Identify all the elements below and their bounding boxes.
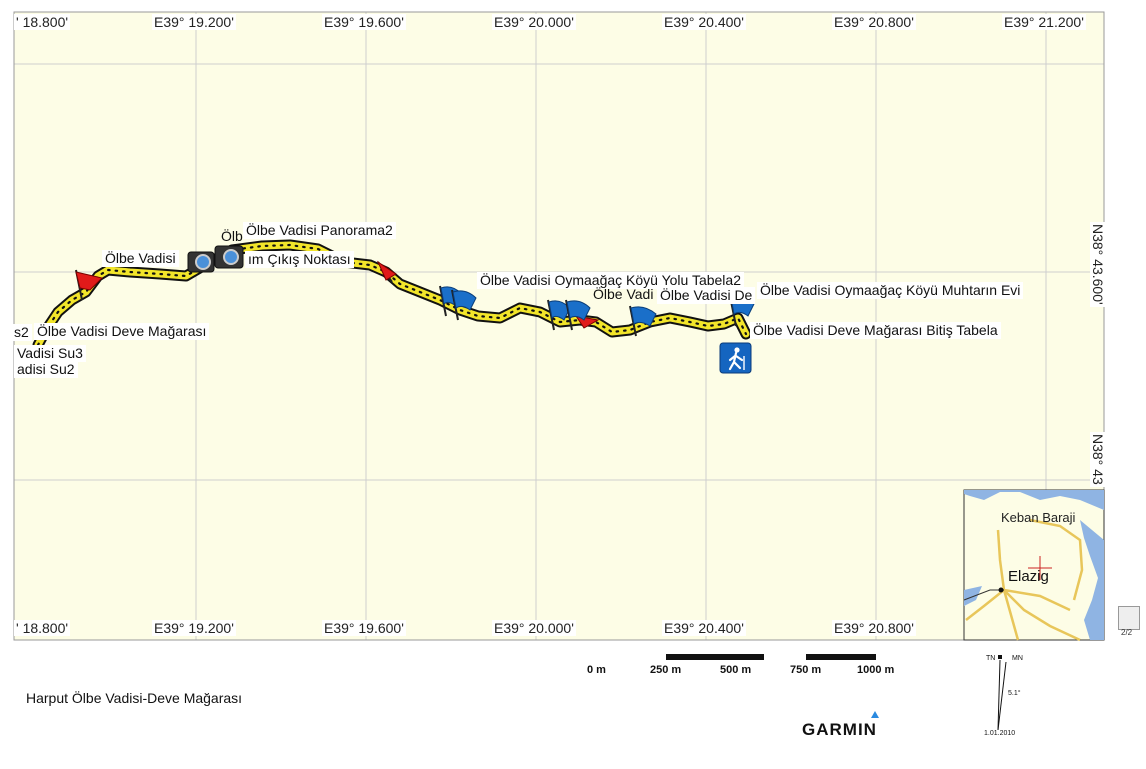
top-axis-label: ' 18.800' [14, 14, 71, 30]
north-arrow-icon [997, 655, 1007, 731]
waypoint-label[interactable]: Ölbe Vadisi De [657, 287, 756, 304]
bottom-axis-label: E39° 19.200' [152, 620, 236, 636]
lake-shape [964, 586, 982, 606]
blue-flag-icon[interactable] [451, 289, 477, 321]
camera-icon[interactable] [214, 245, 244, 269]
overview-inset-map[interactable] [963, 489, 1105, 642]
magnetic-north-label: MN [1012, 655, 1023, 662]
waypoint-label[interactable]: adisi Su2 [14, 361, 78, 378]
waypoint-label[interactable]: Ölb [221, 228, 243, 244]
red-flag-icon[interactable] [75, 269, 103, 301]
camera-icon[interactable] [187, 251, 215, 273]
hiker-icon[interactable] [719, 342, 752, 374]
inset-lake-label: Keban Baraji [1001, 510, 1076, 525]
scale-bar [666, 654, 876, 660]
true-north-label: TN [986, 655, 996, 662]
blue-flag-icon[interactable] [629, 305, 657, 337]
top-axis-label: E39° 19.200' [152, 14, 236, 30]
waypoint-label[interactable]: Ölbe Vadisi Panorama2 [243, 222, 396, 239]
waypoint-label[interactable]: s2 [8, 324, 32, 341]
roads [965, 518, 1084, 642]
waypoint-label[interactable]: Ölbe Vadisi Deve Mağarası [34, 323, 210, 340]
scale-label: 1000 m [857, 664, 895, 676]
bottom-axis-label: E39° 19.600' [322, 620, 406, 636]
page-number: 2/2 [1121, 628, 1133, 637]
right-axis-label: N38° 43.600' [1090, 222, 1106, 307]
red-flag-icon[interactable] [574, 315, 600, 329]
waypoint-label[interactable]: Ölbe Vadisi Oymaağaç Köyü Yolu Tabela2 [477, 272, 744, 289]
bottom-axis-label: E39° 20.000' [492, 620, 576, 636]
top-axis-label: E39° 20.800' [832, 14, 916, 30]
inset-city-label: Elazig [1008, 568, 1049, 585]
brand-logo: GARMIN [802, 720, 877, 739]
waypoint-label[interactable]: ım Çıkış Noktası [245, 251, 354, 268]
blue-flag-icon[interactable] [565, 299, 591, 331]
right-axis-label: N38° 43 [1090, 432, 1106, 487]
blue-flag-icon[interactable] [547, 299, 571, 331]
garmin-logo-icon [871, 711, 879, 718]
top-axis-label: E39° 20.400' [662, 14, 746, 30]
bottom-axis-label: E39° 20.400' [662, 620, 746, 636]
top-axis-label: E39° 20.000' [492, 14, 576, 30]
page-indicator[interactable] [1118, 606, 1140, 630]
top-axis-label: E39° 19.600' [322, 14, 406, 30]
waypoint-label[interactable]: Ölbe Vadi [593, 286, 654, 302]
declination-date: 1.01.2010 [984, 730, 1016, 737]
top-axis-label: E39° 21.200' [1002, 14, 1086, 30]
scale-label: 0 m [587, 664, 606, 676]
waypoint-label[interactable]: Ölbe Vadisi [102, 250, 179, 267]
declination-label: 5.1° [1008, 690, 1021, 697]
scale-label: 750 m [790, 664, 822, 676]
waypoint-label[interactable]: Ölbe Vadisi Oymaağaç Köyü Muhtarın Evi [757, 282, 1024, 299]
bottom-axis-label: ' 18.800' [14, 620, 71, 636]
waypoint-label[interactable]: Ölbe Vadisi Deve Mağarası Bitiş Tabela [750, 322, 1001, 339]
lake-shape [1080, 520, 1104, 640]
red-flag-icon[interactable] [376, 260, 397, 283]
scale-label: 500 m [720, 664, 752, 676]
scale-label: 250 m [650, 664, 682, 676]
lake-shape [964, 490, 1104, 510]
bottom-axis-label: E39° 20.800' [832, 620, 916, 636]
waypoint-label[interactable]: Vadisi Su3 [14, 345, 86, 362]
map-title: Harput Ölbe Vadisi-Deve Mağarası [26, 690, 243, 706]
